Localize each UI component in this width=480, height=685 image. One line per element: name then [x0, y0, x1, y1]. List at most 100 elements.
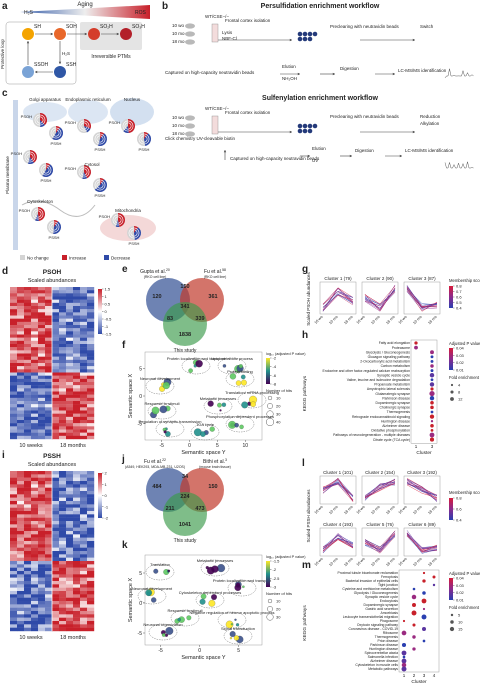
heatmap-cell [87, 611, 95, 615]
heatmap-cell [52, 607, 60, 612]
heatmap-cell [31, 318, 39, 323]
heatmap-cell [80, 491, 88, 495]
term-bubble [221, 402, 227, 407]
heatmap-cell [66, 477, 74, 482]
species-label: SSOH [34, 62, 49, 68]
heatmap-cell [10, 491, 18, 495]
heatmap-cell [45, 359, 53, 364]
heatmap-cell [45, 394, 53, 399]
heatmap-cell [52, 290, 60, 294]
ring-wedge [134, 226, 139, 233]
heatmap-cell [24, 627, 32, 632]
heatmap-cell [31, 315, 39, 319]
heatmap-cell [24, 617, 32, 622]
heatmap-cell [59, 331, 67, 335]
heatmap-cell [66, 347, 74, 351]
heatmap-cell [66, 484, 74, 488]
heatmap-cell [17, 477, 25, 482]
ptm-label: PSOH [65, 120, 76, 125]
heatmap-cell [45, 574, 53, 578]
heatmap-cell [59, 537, 67, 542]
heatmap-cell [38, 474, 46, 478]
cluster-title: Cluster 4 (193) [323, 522, 353, 527]
colorbar-label: 0.03 [456, 353, 465, 358]
compartment-label: Cytosol [84, 162, 99, 167]
heatmap-cell [24, 420, 32, 424]
ptm-label: PSOH [109, 120, 120, 125]
heatmap-cell [10, 521, 18, 525]
heatmap-cell [17, 511, 25, 515]
heatmap-cell [45, 372, 53, 376]
term-bubble [199, 598, 206, 605]
heatmap-cell [17, 315, 25, 319]
heatmap-cell [59, 401, 67, 405]
size-label: 20 [276, 404, 281, 409]
plot-frame [403, 527, 441, 557]
heatmap-cell [52, 617, 60, 622]
heatmap-cell [73, 594, 81, 598]
heatmap-cell [24, 587, 32, 592]
heatmap-cell [24, 296, 32, 300]
heatmap-cell [10, 487, 18, 492]
heatmap-cell [80, 487, 88, 492]
enrichment-dot [429, 382, 435, 387]
pathway-label: Amoebiasis [380, 611, 398, 615]
arrow-head [116, 32, 119, 36]
heatmap-cell [24, 416, 32, 421]
heatmap-cell [24, 584, 32, 588]
heatmap-cell [73, 584, 81, 588]
heatmap-cell [31, 388, 39, 392]
heatmap-cell [45, 328, 53, 332]
heatmap-cell [52, 481, 60, 485]
heatmap-cell [52, 366, 60, 370]
heatmap-cell [45, 504, 53, 508]
workflow-step: Captured on high-capacity neutravidin be… [165, 70, 255, 75]
cluster-outline [195, 591, 225, 609]
heatmap-cell [52, 337, 60, 342]
venn-count: 1838 [179, 332, 191, 338]
heatmap-cell [31, 494, 39, 498]
heatmap-cell [38, 591, 46, 595]
heatmap-cell [59, 337, 67, 342]
term-bubble [229, 637, 233, 640]
heatmap-cell [10, 591, 18, 595]
heatmap-cell [38, 290, 46, 294]
heatmap-cell [80, 416, 88, 421]
ring-sep [26, 153, 34, 161]
tube [211, 115, 219, 135]
heatmap-cell [31, 404, 39, 408]
heatmap-cell [87, 378, 95, 383]
venn-count: 1041 [179, 522, 191, 528]
cluster-outline [145, 563, 175, 581]
panel-letter: f [122, 340, 126, 351]
term-bubble [162, 381, 170, 390]
heatmap-cell [45, 587, 53, 592]
term-bubble [222, 364, 227, 368]
heatmap-cell [31, 617, 39, 622]
ring-sep [128, 227, 140, 239]
colorbar [98, 289, 102, 334]
mouse-icon [185, 123, 195, 129]
plot-frame [361, 281, 399, 315]
heatmap-cell [87, 328, 95, 332]
heatmap-cell [59, 382, 67, 386]
heatmap-cell [52, 601, 60, 605]
heatmap-cell [59, 487, 67, 492]
workflow-step: Digestion [355, 148, 374, 153]
size-label: 8 [458, 390, 461, 395]
heatmap-cell [52, 356, 60, 361]
workflow-step: Elution [282, 64, 296, 69]
panel-letter: b [162, 1, 168, 12]
heatmap-cell [52, 527, 60, 532]
heatmap-cell [45, 334, 53, 338]
heatmap-cell [66, 363, 74, 367]
heatmap-cell [52, 378, 60, 383]
x-axis-label: Semantic space Y [181, 450, 226, 456]
heatmap-cell [17, 378, 25, 383]
heatmap-cell [73, 334, 81, 338]
heatmap-cell [31, 382, 39, 386]
heatmap-cell [66, 527, 74, 532]
heatmap-cell [31, 299, 39, 304]
bead [302, 36, 308, 42]
heatmap-cell [59, 567, 67, 572]
